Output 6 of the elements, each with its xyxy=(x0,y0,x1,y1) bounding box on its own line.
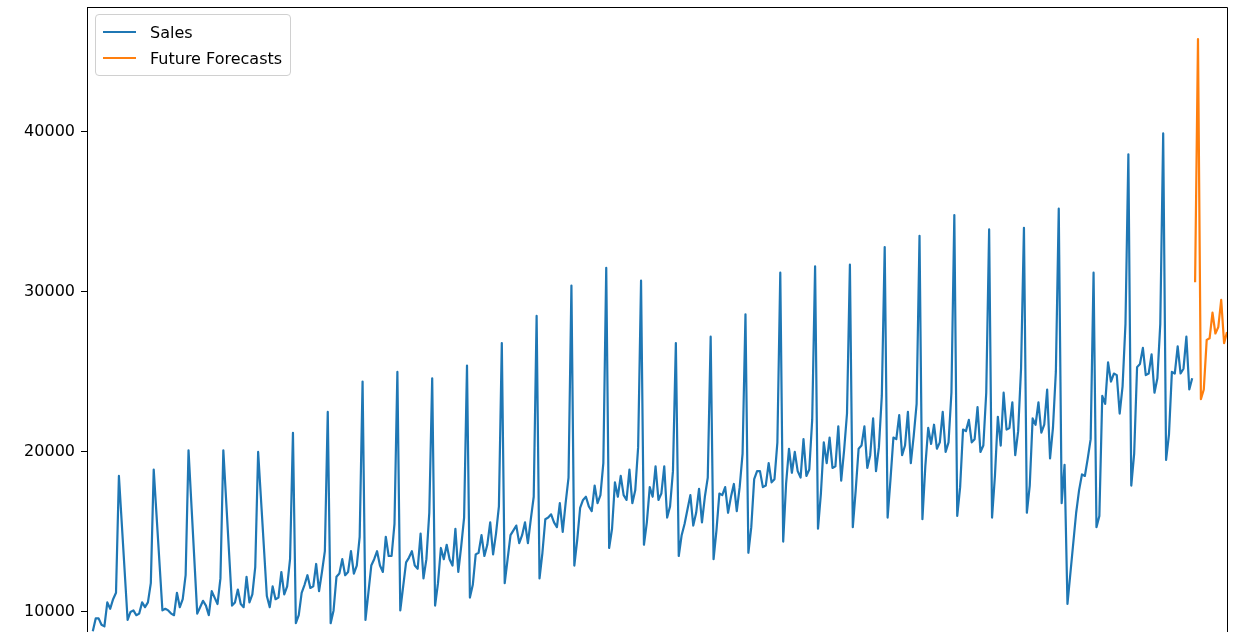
y-tick-label: 40000 xyxy=(24,121,75,140)
y-tick-label: 30000 xyxy=(24,281,75,301)
legend-label: Future Forecasts xyxy=(150,48,283,68)
y-tick-label: 20000 xyxy=(24,441,75,461)
legend-label: Sales xyxy=(150,22,193,42)
y-tick-label: 10000 xyxy=(24,601,75,621)
